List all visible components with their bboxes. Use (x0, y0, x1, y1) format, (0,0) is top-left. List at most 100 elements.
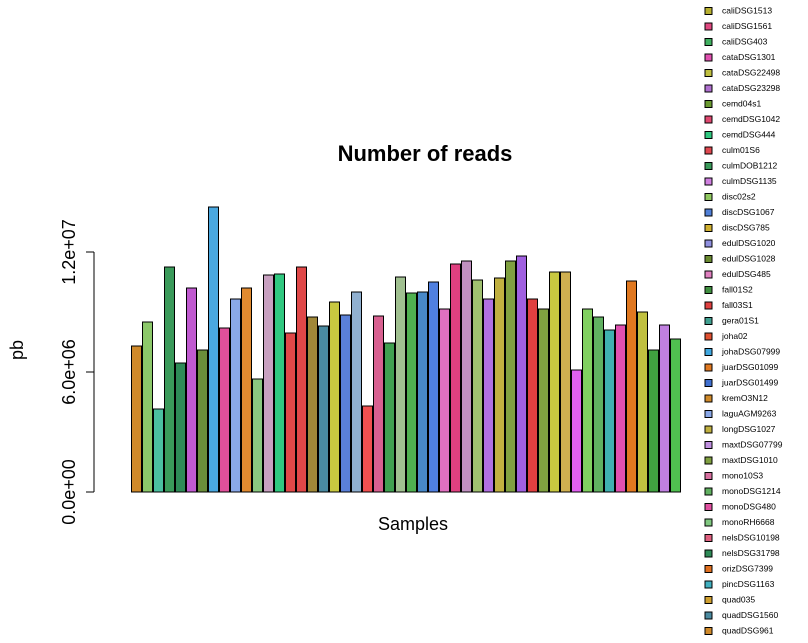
legend-label: fall03S1 (722, 300, 753, 310)
bar (659, 324, 670, 493)
legend-label: disc02s2 (722, 191, 756, 201)
bar (571, 369, 582, 493)
bar (384, 342, 395, 493)
bar (395, 276, 406, 493)
legend-swatch (704, 22, 713, 31)
bar (604, 329, 615, 493)
legend-swatch (704, 69, 713, 77)
legend-label: nelsDSG31798 (722, 548, 780, 558)
legend-label: culmDOB1212 (722, 160, 778, 170)
bar (461, 260, 472, 493)
legend-swatch (704, 379, 713, 387)
legend-label: gera01S1 (722, 315, 759, 325)
legend-label: culm01S6 (722, 145, 760, 155)
bar (582, 308, 593, 493)
legend-label: joha02 (721, 331, 748, 341)
bar (351, 291, 362, 493)
bar (208, 206, 219, 493)
legend-swatch (704, 348, 713, 356)
legend-label: orizDSG7399 (722, 563, 773, 573)
legend-label: cemd04s1 (722, 98, 761, 108)
legend-label: kremO3N12 (722, 393, 768, 403)
bar (362, 405, 373, 493)
legend-swatch (704, 394, 713, 403)
legend-swatch (704, 7, 713, 15)
legend-swatch (704, 177, 713, 186)
legend-label: juarDSG01499 (721, 377, 779, 387)
legend-swatch (704, 363, 713, 372)
legend-label: cataDSG1301 (722, 52, 776, 62)
legend-label: cemdDSG444 (722, 129, 776, 139)
y-tick-label: 0.0e+00 (59, 459, 79, 525)
legend-label: monoRH6668 (722, 517, 775, 527)
bar (175, 362, 186, 493)
legend-label: discDSG785 (722, 222, 770, 232)
bar (648, 349, 659, 493)
legend-swatch (704, 487, 713, 496)
legend-swatch (704, 53, 713, 62)
legend-swatch (704, 518, 713, 527)
legend-swatch (704, 472, 713, 480)
y-axis-label: pb (7, 340, 27, 360)
bar (593, 316, 604, 493)
legend-label: johaDSG07999 (721, 346, 780, 356)
bar (670, 338, 681, 493)
legend-swatch (704, 441, 713, 449)
legend-swatch (704, 270, 713, 279)
legend-label: culmDSG1135 (722, 176, 777, 186)
legend-label: discDSG1067 (722, 207, 775, 217)
legend-swatch (704, 317, 713, 325)
legend-label: cataDSG22498 (722, 67, 780, 77)
bar (494, 277, 505, 493)
legend-swatch (704, 425, 713, 434)
legend-swatch (704, 208, 713, 217)
chart-title: Number of reads (338, 141, 513, 166)
legend-swatch (704, 549, 713, 558)
bar (241, 287, 252, 493)
bar (527, 298, 538, 493)
legend-swatch (704, 596, 713, 604)
legend-label: maxtDSG07799 (722, 439, 783, 449)
bar (318, 325, 329, 493)
bar (538, 308, 549, 493)
legend-label: nelsDSG10198 (722, 532, 780, 542)
bar (439, 308, 450, 493)
legend-label: caliDSG1513 (722, 5, 772, 15)
bar (637, 311, 648, 493)
bar (230, 298, 241, 493)
bar (131, 345, 142, 493)
legend-swatch (704, 286, 713, 294)
legend-label: caliDSG403 (722, 36, 768, 46)
bar (406, 292, 417, 493)
legend-swatch (704, 456, 713, 465)
bar (186, 287, 197, 493)
bar (252, 378, 263, 493)
bar (450, 263, 461, 493)
legend-label: edulDSG485 (722, 269, 771, 279)
legend-swatch (704, 611, 713, 620)
legend-swatch (704, 38, 713, 46)
legend-swatch (704, 84, 713, 93)
y-tick-label: 1.2e+07 (59, 219, 79, 285)
legend-swatch (704, 627, 713, 635)
legend-label: quadDSG1560 (722, 610, 779, 620)
legend-label: fall01S2 (722, 284, 753, 294)
bar (549, 271, 560, 493)
legend-swatch (704, 410, 713, 418)
bar (505, 260, 516, 493)
legend-swatch (704, 239, 713, 248)
bar (560, 271, 571, 493)
legend-swatch (704, 100, 713, 108)
legend-swatch (704, 115, 713, 124)
legend-swatch (704, 503, 713, 511)
legend-label: caliDSG1561 (722, 21, 772, 31)
bar (472, 279, 483, 493)
y-tick-label: 6.0e+06 (59, 339, 79, 405)
legend-swatch (704, 193, 713, 201)
legend-swatch (704, 565, 713, 573)
legend-label: cemdDSG1042 (722, 114, 780, 124)
bar (153, 408, 164, 493)
legend-label: juarDSG01099 (721, 362, 779, 372)
bar (428, 281, 439, 493)
